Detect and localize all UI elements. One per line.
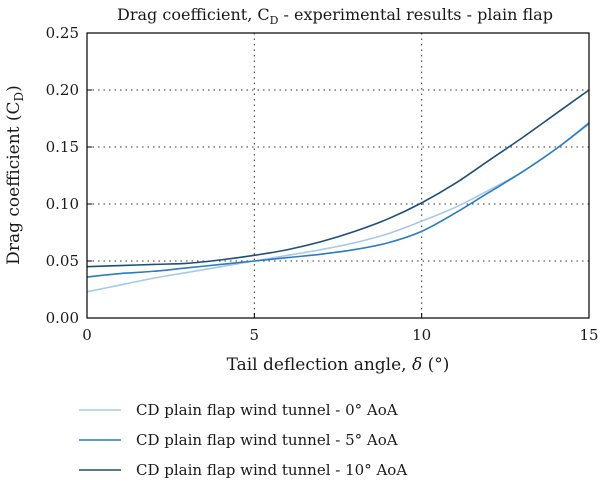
- y-axis-label: Drag coefficient (CD): [4, 85, 26, 265]
- legend-label-0: CD plain flap wind tunnel - 0° AoA: [136, 401, 398, 419]
- series-line-2: [86, 89, 590, 268]
- y-tick-label: 0.20: [46, 81, 79, 99]
- grid-lines: [87, 33, 589, 318]
- y-tick-label: 0.15: [46, 138, 79, 156]
- y-tick-label: 0.25: [46, 24, 79, 42]
- x-tick-label: 15: [579, 326, 598, 344]
- legend-label-2: CD plain flap wind tunnel - 10° AoA: [136, 461, 407, 479]
- chart-title-subscript: D: [270, 14, 279, 27]
- y-tick-label: 0.05: [46, 252, 79, 270]
- x-axis-label-symbol: δ: [412, 355, 422, 375]
- x-tick-label: 10: [412, 326, 431, 344]
- axis-ticks: 0 5 10 15 0.00 0.05 0.10 0.15 0.20 0.25: [46, 24, 599, 344]
- series-line-1: [86, 122, 590, 278]
- y-tick-label: 0.10: [46, 195, 79, 213]
- legend: CD plain flap wind tunnel - 0° AoA CD pla…: [79, 401, 407, 479]
- y-tick-label: 0.00: [46, 309, 79, 327]
- series-line-0: [86, 123, 590, 293]
- plot-frame: [86, 32, 590, 319]
- x-tick-label: 5: [250, 326, 260, 344]
- x-tick-label: 0: [82, 326, 92, 344]
- x-axis-label: Tail deflection angle, δ (°): [227, 355, 450, 375]
- chart-title: Drag coefficient, CD - experimental resu…: [117, 5, 553, 27]
- series-lines: [86, 89, 590, 293]
- y-axis-label-subscript: D: [12, 92, 26, 102]
- legend-label-1: CD plain flap wind tunnel - 5° AoA: [136, 431, 398, 449]
